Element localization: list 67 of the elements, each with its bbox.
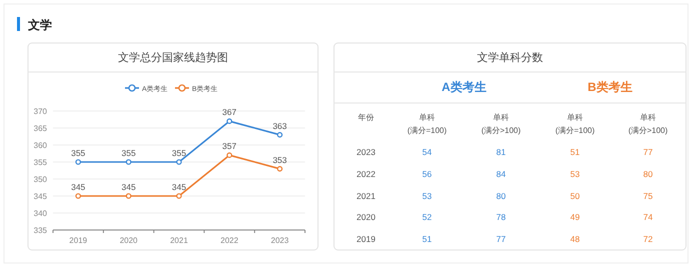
point [277,132,283,138]
data-label: 345 [122,182,136,192]
point [176,159,182,165]
data-label: 53 [570,169,580,179]
data-label: 51 [422,234,432,244]
data-label: 355 [71,148,86,158]
x-tick-label: 单科 (满分>100) [628,113,668,135]
point [75,159,81,165]
y-tick-label: 360 [34,141,48,150]
y-tick-label: 2020 [356,212,376,222]
x-tick-label: 单科 (满分>100) [481,113,522,135]
x-tick-label: 2020 [120,236,138,245]
data-label: 353 [272,154,288,165]
data-label: 53 [422,191,432,201]
data-label: 367 [222,107,237,118]
x-tick-label: 2022 [220,236,239,245]
y-tick-label: 370 [34,107,48,116]
data-label: 363 [272,120,288,131]
point [176,193,182,199]
data-label: 48 [570,234,580,244]
x-tick-label: 2021 [170,236,188,245]
data-label: 54 [422,147,432,157]
data-label: 77 [496,234,506,244]
data-label: 78 [496,212,506,222]
y-tick-label: 350 [34,175,48,184]
chart-title: 文学总分国家线趋势图 [118,51,228,64]
point [126,193,132,199]
chart-title: 文学单科分数 [477,51,543,64]
data-label: 51 [570,147,580,157]
data-label: 49 [570,212,580,222]
point [126,159,132,165]
y-tick-label: 2021 [356,191,376,201]
data-label: 75 [643,191,653,201]
data-label: 345 [172,182,186,192]
y-tick-label: 335 [34,226,48,235]
point [226,152,232,158]
y-tick-label: 340 [34,209,48,218]
text: 年份 [358,113,374,122]
data-label: 72 [643,234,653,244]
data-label: 74 [643,212,653,222]
x-tick-label: 2019 [69,236,88,245]
data-label: 81 [496,147,506,157]
x-tick-label: 单科 (满分=100) [555,113,596,135]
y-tick-label: 355 [34,158,48,167]
data-label: 345 [71,182,86,192]
point [75,193,81,199]
data-label: 77 [643,147,653,157]
data-label: 50 [570,191,580,201]
x-tick-label: 单科 (满分=100) [407,113,448,135]
data-label: 80 [496,191,506,201]
x-tick-label: 2023 [270,236,290,245]
y-tick-label: 345 [34,192,48,201]
data-label: 355 [122,148,136,158]
text: B类考生 [588,80,632,94]
text: A类考生 [442,80,486,94]
data-label: 355 [172,148,186,158]
data-label: 357 [222,141,237,152]
data-label: 52 [422,212,432,222]
point [226,118,232,124]
data-label: 80 [643,169,653,179]
y-tick-label: 365 [34,124,48,133]
point [277,166,283,172]
y-tick-label: 2022 [356,169,376,179]
data-label: 84 [496,169,506,179]
text: 文学 [27,18,52,32]
data-label: 56 [422,169,432,179]
y-tick-label: 2023 [356,147,376,157]
